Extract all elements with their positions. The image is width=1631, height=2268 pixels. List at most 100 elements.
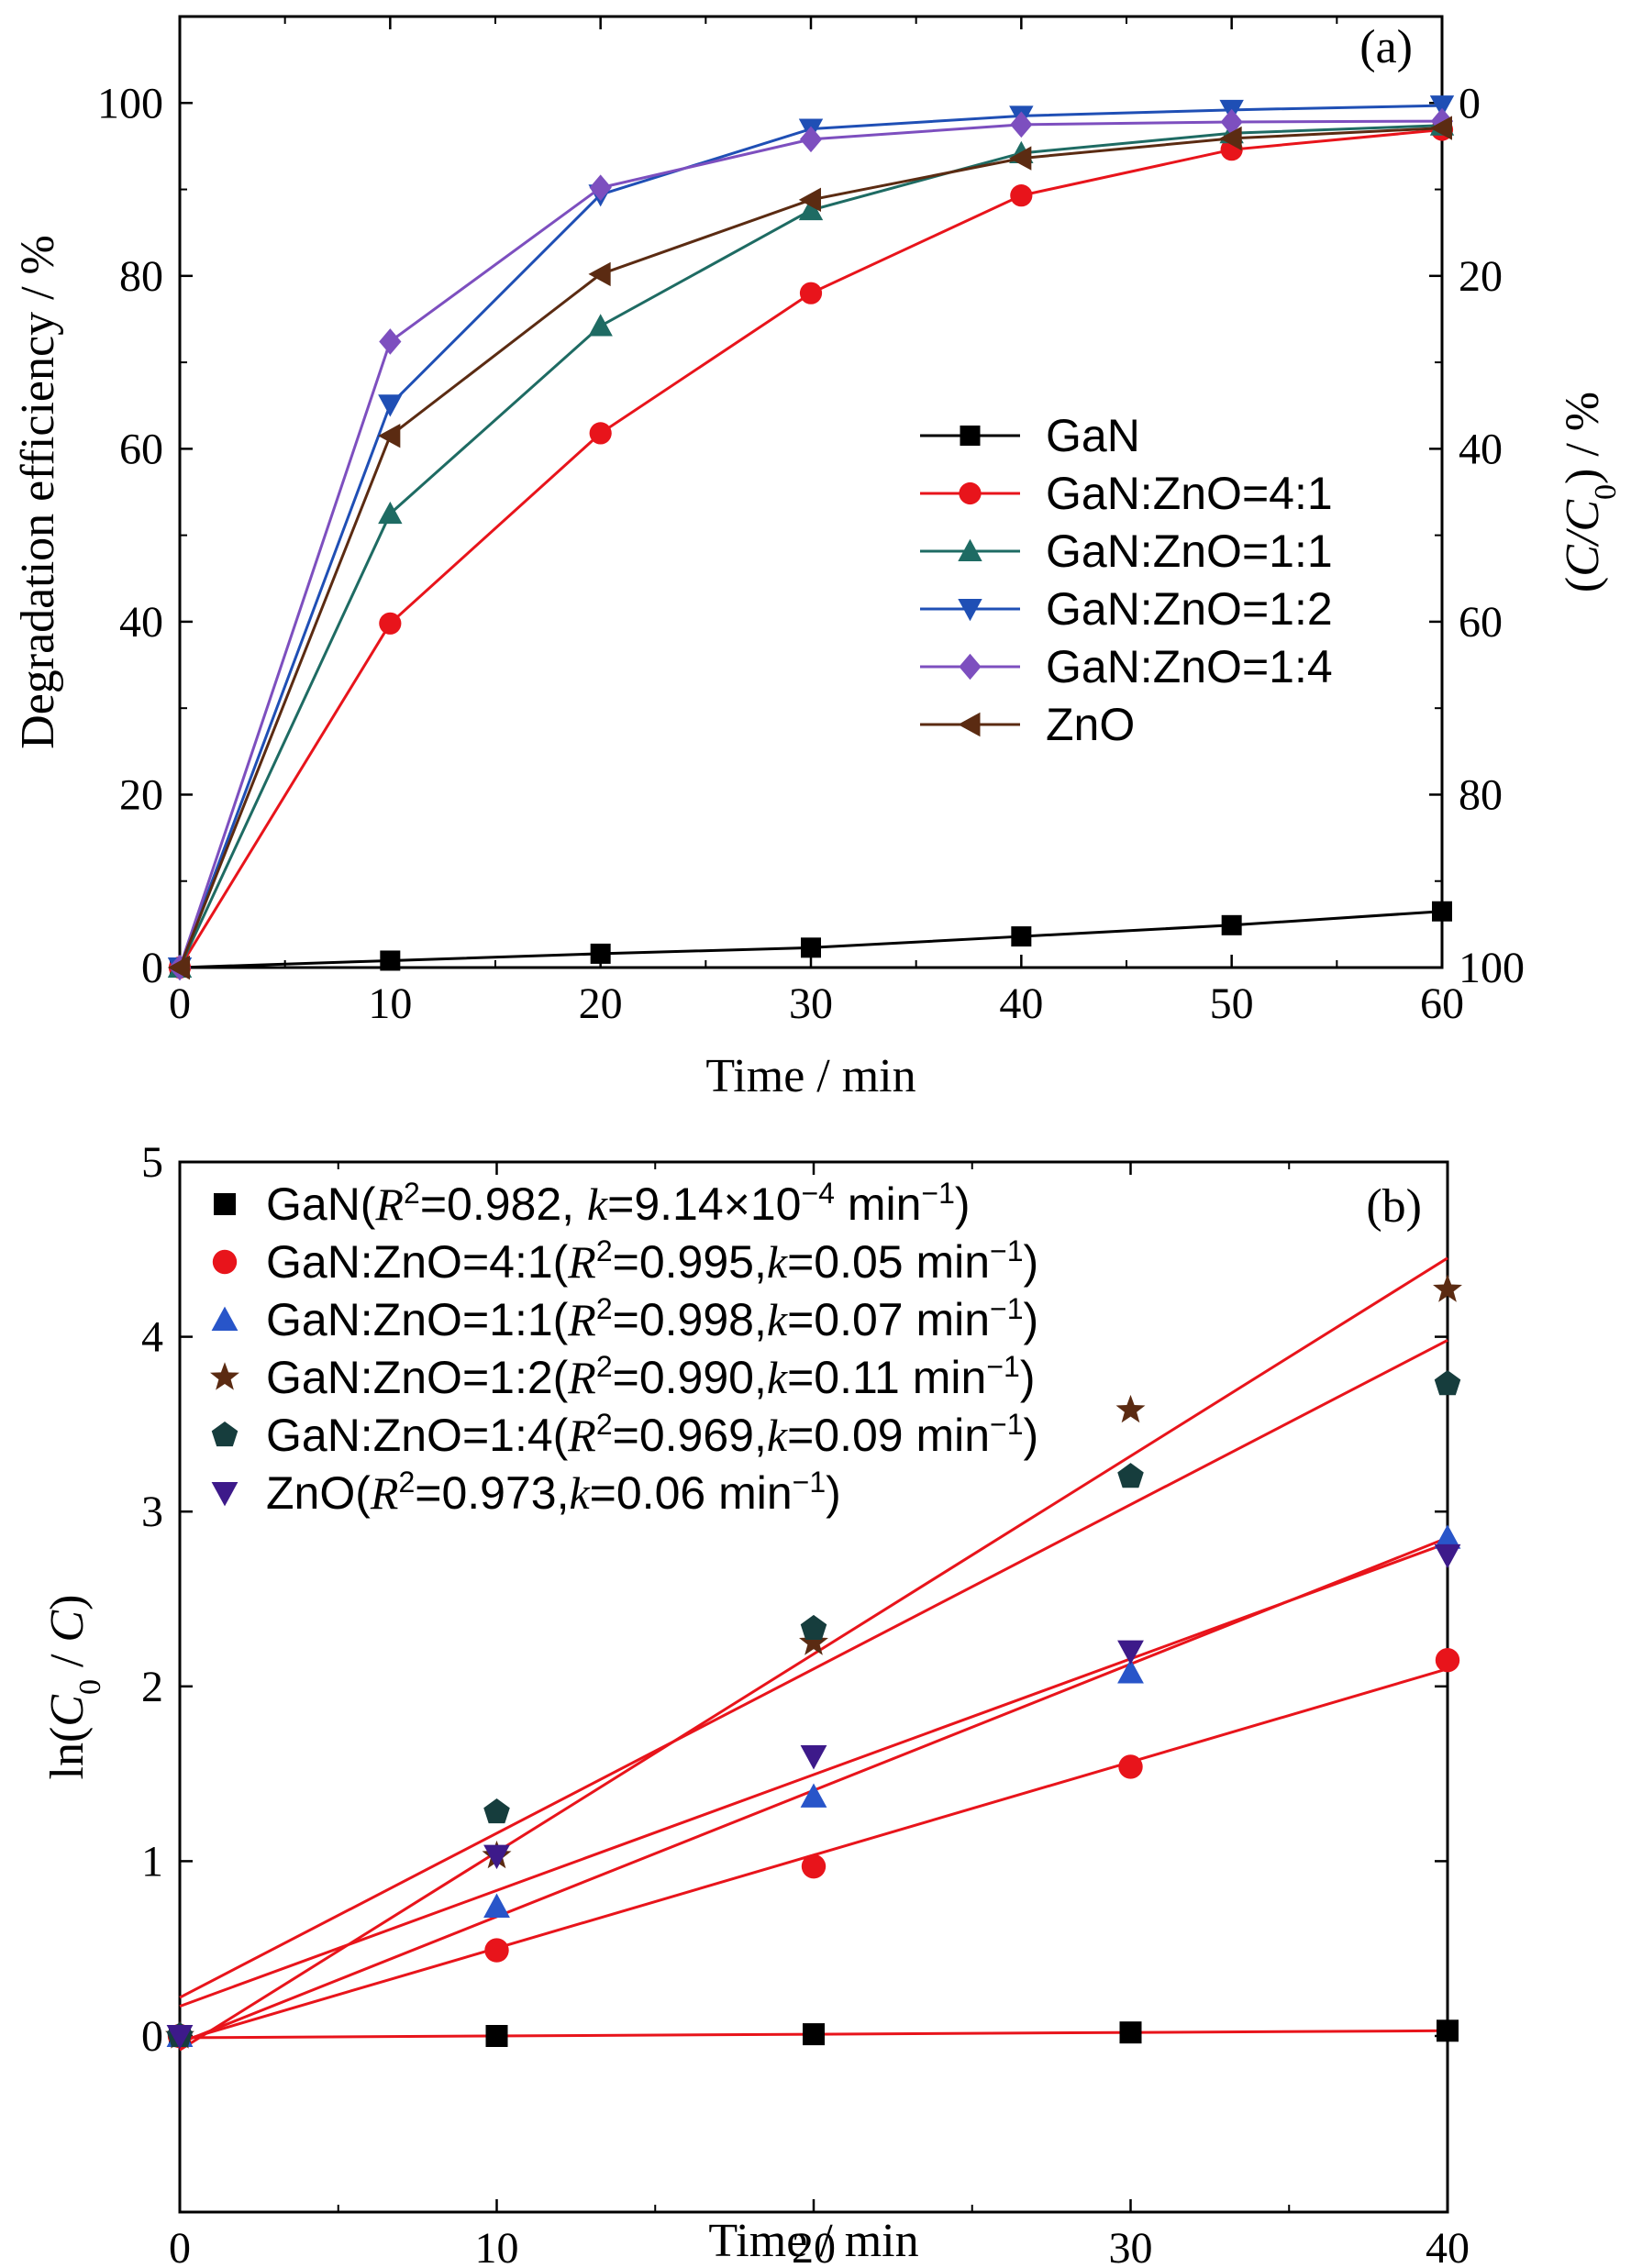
legend-label: GaN:ZnO=1:4 xyxy=(1046,641,1333,692)
data-point xyxy=(799,126,823,153)
y-tick-label: 60 xyxy=(119,425,163,473)
series-GaN:ZnO=4:1 xyxy=(168,118,1454,979)
data-point xyxy=(1011,926,1032,947)
data-point xyxy=(589,174,612,201)
data-point xyxy=(380,950,401,971)
y2-tick-label: 20 xyxy=(1459,252,1503,301)
data-point xyxy=(1434,1370,1461,1396)
legend-marker xyxy=(214,1193,236,1215)
legend-label: GaN:ZnO=4:1(R2=0.995,k=0.05 min−1) xyxy=(266,1234,1038,1288)
data-point xyxy=(379,612,402,635)
legend-label: GaN:ZnO=1:1(R2=0.998,k=0.07 min−1) xyxy=(266,1292,1038,1345)
fit-line xyxy=(179,1542,1448,2008)
data-point xyxy=(799,282,823,304)
x-tick-label: 30 xyxy=(1109,2224,1153,2268)
x-tick-label: 10 xyxy=(368,979,412,1028)
x-tick-label: 40 xyxy=(999,979,1043,1028)
y-tick-label: 20 xyxy=(119,770,163,819)
data-point xyxy=(1429,95,1455,118)
panel-label: (a) xyxy=(1359,21,1413,73)
data-point xyxy=(798,187,821,213)
legend-marker xyxy=(958,599,982,622)
y-tick-label: 0 xyxy=(141,944,163,992)
data-point xyxy=(1010,184,1033,207)
panel-b: 0 10 20 30 40 0 1 2 3 4 5 Time / min ln(C0 / C) (b) Ga… xyxy=(41,1138,1470,2268)
y-tick-label: 80 xyxy=(119,252,163,301)
y-tick-label: 3 xyxy=(141,1488,163,1536)
legend-item: GaN(R2=0.982, k=9.14×10−4 min−1) xyxy=(214,1177,971,1230)
legend-item: GaN:ZnO=1:1(R2=0.998,k=0.07 min−1) xyxy=(211,1292,1038,1345)
series-ZnO xyxy=(166,1543,1461,2050)
x-tick-label: 10 xyxy=(475,2224,519,2268)
data-point xyxy=(1434,1543,1461,1569)
data-point xyxy=(1119,2021,1142,2044)
data-point xyxy=(590,943,611,964)
data-point xyxy=(483,1844,510,1870)
y-tick-label: 2 xyxy=(141,1663,163,1711)
y2-tick-label: 0 xyxy=(1459,79,1481,127)
x-tick-label: 20 xyxy=(579,979,623,1028)
data-point xyxy=(1437,2019,1459,2042)
y2-tick-label: 60 xyxy=(1459,598,1503,647)
legend-item: GaN:ZnO=1:1 xyxy=(920,526,1333,577)
legend-marker xyxy=(960,426,981,446)
data-point xyxy=(798,197,824,221)
legend-marker xyxy=(212,1249,238,1275)
data-point xyxy=(483,1798,510,1824)
data-point xyxy=(588,314,613,337)
legend-item: GaN:ZnO=1:4(R2=0.969,k=0.09 min−1) xyxy=(211,1408,1038,1461)
data-point xyxy=(1219,126,1242,151)
legend-item: GaN:ZnO=4:1(R2=0.995,k=0.05 min−1) xyxy=(212,1234,1038,1288)
legend-label: GaN:ZnO=4:1 xyxy=(1046,468,1333,519)
fit-line xyxy=(179,1339,1448,1999)
y2-axis-title: (C/C0) / % xyxy=(1557,392,1623,592)
y-tick-label: 5 xyxy=(141,1138,163,1187)
data-point xyxy=(801,1853,827,1879)
x-tick-label: 30 xyxy=(789,979,833,1028)
legend-label: ZnO(R2=0.973,k=0.06 min−1) xyxy=(266,1466,841,1519)
y-axis-title: ln(C0 / C) xyxy=(41,1595,107,1780)
legend-label: GaN:ZnO=1:4(R2=0.969,k=0.09 min−1) xyxy=(266,1408,1038,1461)
data-point xyxy=(799,1627,828,1655)
x-axis-title: Time / min xyxy=(705,1050,915,1102)
legend-item: GaN:ZnO=4:1 xyxy=(920,468,1333,519)
legend-label: GaN:ZnO=1:2 xyxy=(1046,583,1333,635)
data-point xyxy=(166,2025,194,2050)
legend-label: GaN:ZnO=1:2(R2=0.990,k=0.11 min−1) xyxy=(266,1350,1035,1403)
series-ZnO xyxy=(167,116,1452,980)
y-tick-label: 1 xyxy=(141,1837,163,1886)
x-tick-label: 40 xyxy=(1426,2224,1470,2268)
y-axis-title: Degradation efficiency / % xyxy=(12,235,64,749)
y2-tick-label: 100 xyxy=(1459,944,1525,992)
data-point xyxy=(1221,914,1242,935)
legend: GaN GaN:ZnO=4:1 GaN:ZnO=1:1 GaN:ZnO=1:2 GaN:… xyxy=(920,410,1333,750)
legend-item: GaN:ZnO=1:2(R2=0.990,k=0.11 min−1) xyxy=(210,1350,1035,1403)
legend-item: ZnO(R2=0.973,k=0.06 min−1) xyxy=(211,1466,841,1519)
data-point xyxy=(1115,1394,1146,1423)
data-point xyxy=(1010,111,1033,138)
y2-tick-label: 40 xyxy=(1459,425,1503,473)
data-point xyxy=(378,394,403,417)
legend-marker xyxy=(210,1362,239,1390)
data-point xyxy=(485,2025,508,2047)
panel-a: 0 10 20 30 40 50 60 0 20 40 60 80 100 100 80 60 40 20 0 Tim… xyxy=(12,15,1623,1102)
data-point xyxy=(801,937,821,958)
data-point xyxy=(800,1783,827,1808)
x-tick-label: 60 xyxy=(1420,979,1464,1028)
data-point xyxy=(1117,1463,1144,1488)
series-GaN:ZnO=1:4 xyxy=(168,107,1454,981)
data-point xyxy=(1432,901,1452,922)
legend-item: ZnO xyxy=(920,699,1135,750)
data-point xyxy=(1430,107,1454,135)
legend-marker xyxy=(958,538,982,561)
legend-label: GaN:ZnO=1:1 xyxy=(1046,526,1333,577)
data-point xyxy=(1220,108,1243,136)
legend-item: GaN xyxy=(920,410,1140,461)
data-point xyxy=(1117,1640,1144,1665)
data-point xyxy=(1117,1659,1144,1684)
data-point xyxy=(800,1745,827,1770)
x-tick-label: 50 xyxy=(1210,979,1254,1028)
data-point xyxy=(1429,116,1452,140)
legend-marker xyxy=(211,1482,239,1507)
data-point xyxy=(803,2023,825,2046)
